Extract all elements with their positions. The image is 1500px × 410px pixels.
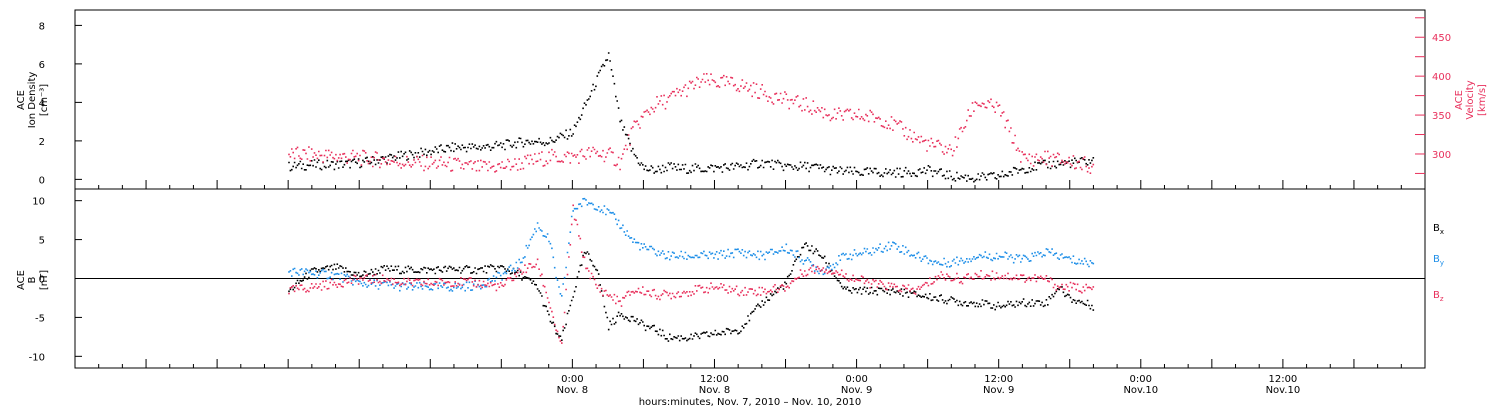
top-ytick-label: 2 (39, 137, 45, 148)
xtick-label-date: Nov. 9 (983, 385, 1014, 396)
top-y2label-line-1: ACE (1454, 90, 1465, 110)
xtick-label-date: Nov.10 (1266, 385, 1301, 396)
xtick-label-time: 0:00 (845, 374, 867, 385)
top-ytick-label: 8 (39, 21, 45, 32)
bx-legend-sub: x (1440, 228, 1444, 236)
top-ytick-label: 4 (39, 98, 45, 109)
bottom-ytick-label: 5 (39, 236, 45, 247)
x-axis-title: hours:minutes, Nov. 7, 2010 – Nov. 10, 2… (639, 397, 862, 408)
bx-points (288, 242, 1095, 342)
bottom-ytick-label: 10 (32, 197, 45, 208)
top-panel-frame (74, 9, 1426, 190)
bottom-ylabel-line-2: B (27, 276, 38, 283)
bottom-ytick-label: -10 (29, 352, 45, 363)
top-y2tick-label: 400 (1432, 72, 1451, 83)
by-legend-main: B (1433, 254, 1440, 265)
bx-legend: Bx (1433, 223, 1444, 236)
bottom-ylabel-line-1: ACE (16, 270, 27, 290)
velocity-points (288, 73, 1095, 174)
top-y2label-line-3: [km/s] (1477, 84, 1488, 116)
bottom-ytick-label: 0 (39, 275, 45, 286)
xtick-label-time: 12:00 (700, 374, 729, 385)
by-legend-sub: y (1440, 259, 1444, 267)
bz-legend: Bz (1433, 290, 1444, 303)
xtick-label-time: 12:00 (1268, 374, 1297, 385)
top-ylabel-line-3: [cm⁻³] (39, 84, 50, 116)
top-y2tick-label: 350 (1432, 111, 1451, 122)
by-legend: By (1433, 254, 1444, 267)
bottom-ylabel-line-3: [nT] (39, 270, 50, 290)
density-points (288, 52, 1095, 183)
xtick-label-date: Nov. 8 (557, 385, 588, 396)
bz-legend-main: B (1433, 290, 1440, 301)
bottom-ytick-label: -5 (35, 313, 45, 324)
top-ytick-label: 6 (39, 60, 45, 71)
xtick-label-date: Nov. 8 (699, 385, 730, 396)
top-ylabel-line-1: ACE (16, 90, 27, 110)
top-ylabel-line-2: Ion Density (27, 72, 38, 129)
top-y2tick-label: 450 (1432, 33, 1451, 44)
bz-legend-sub: z (1440, 295, 1444, 303)
by-points (288, 197, 1095, 297)
top-y2label-line-2: Velocity (1465, 80, 1476, 119)
xtick-label-time: 12:00 (984, 374, 1013, 385)
xtick-label-date: Nov. 9 (841, 385, 872, 396)
xtick-label-date: Nov.10 (1123, 385, 1158, 396)
plot-frames (74, 9, 1426, 369)
bx-legend-main: B (1433, 223, 1440, 234)
xtick-label-time: 0:00 (561, 374, 583, 385)
bz-points (288, 204, 1095, 344)
top-y2tick-label: 300 (1432, 150, 1451, 161)
xtick-label-time: 0:00 (1130, 374, 1152, 385)
top-ytick-label: 0 (39, 175, 45, 186)
bottom-panel-points (288, 197, 1095, 344)
top-panel-points (288, 52, 1095, 183)
